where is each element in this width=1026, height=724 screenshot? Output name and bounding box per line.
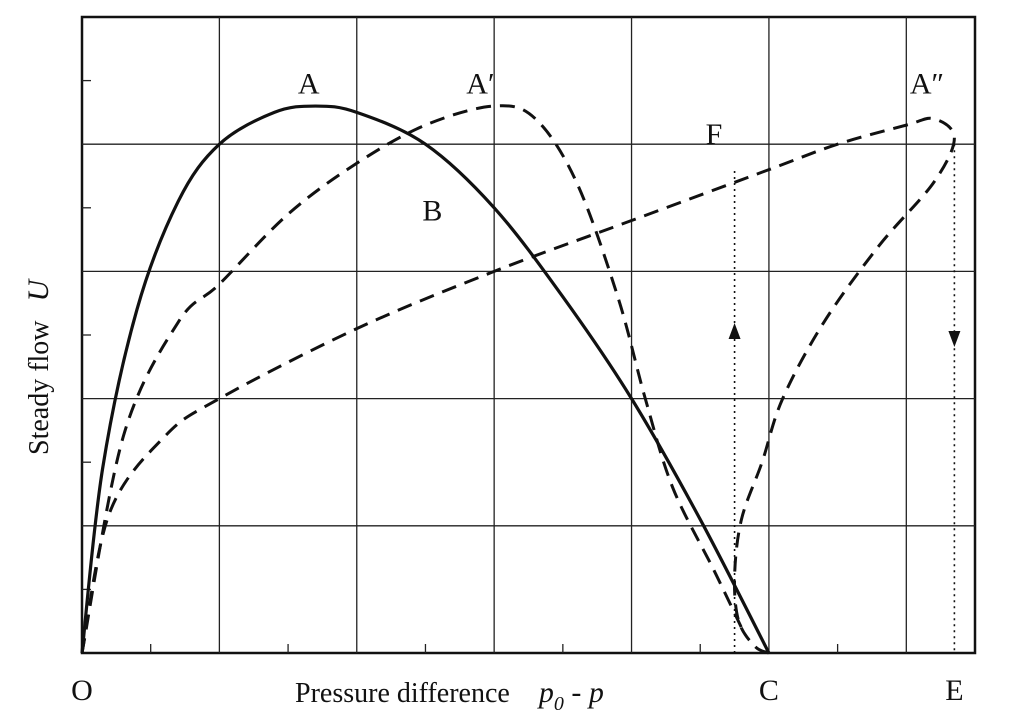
y-axis-label: Steady flow U [22,277,55,455]
series-dashed-1 [80,104,743,654]
grid [82,17,975,653]
x-tick-label-1: C [759,674,779,707]
point-label-2: A″ [910,67,944,100]
series-dashed-2 [80,116,956,655]
point-label-0: A [298,67,320,100]
y-axis-label-text: Steady flow [24,320,55,455]
x-axis-label-text: Pressure difference [295,678,510,709]
x-axis-symbol-main: p [537,676,554,709]
annotation-layer: A A′ A″ B F [298,67,944,227]
x-axis-symbol-subscript: 0 [554,693,564,715]
x-tick-label-0: O [71,674,93,707]
point-label-4: F [706,118,723,151]
arrow-up-icon [728,323,741,339]
point-label-3: B [422,195,442,228]
series-solid-0 [80,104,771,654]
y-axis-symbol: U [22,277,55,301]
x-axis-symbol-rest: - p [564,676,604,709]
x-tick-label-2: E [945,674,963,707]
arrow-down-icon [948,331,961,347]
point-label-1: A′ [466,67,494,100]
x-axis-label: Pressure difference p0 - p [295,676,604,715]
series-layer [80,104,961,655]
